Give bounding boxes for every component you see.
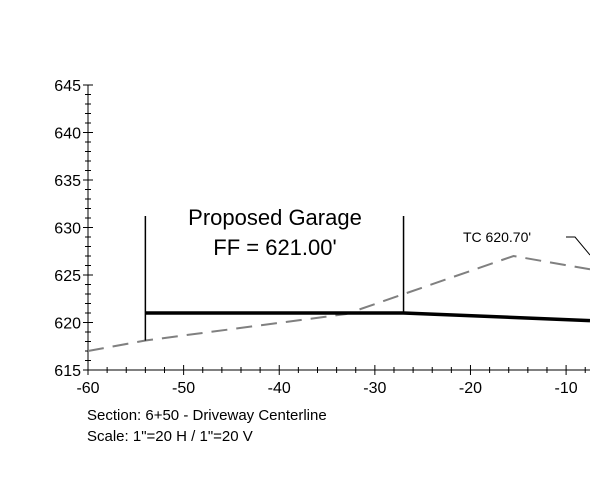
y-tick-label: 635 (54, 173, 81, 190)
tc-callout-leader (566, 236, 590, 256)
x-tick-label: -30 (363, 380, 386, 397)
garage-outline (144, 216, 405, 341)
x-tick-label: -10 (555, 380, 578, 397)
section-caption: Section: 6+50 - Driveway Centerline (87, 407, 327, 424)
scale-caption: Scale: 1"=20 H / 1"=20 V (87, 428, 253, 445)
x-tick-label: -60 (76, 380, 99, 397)
tc-callout-label: TC 620.70' (463, 229, 531, 245)
garage-label-line2: FF = 621.00' (213, 235, 336, 260)
y-tick-label: 640 (54, 126, 81, 143)
x-tick-label: -50 (172, 380, 195, 397)
existing-grade-line (87, 254, 590, 352)
proposed-grade-line (145, 311, 590, 323)
y-tick-label: 625 (54, 268, 81, 285)
y-tick-label: 620 (54, 316, 81, 333)
y-tick-label: 630 (54, 221, 81, 238)
series (87, 254, 590, 352)
x-tick-label: -40 (268, 380, 291, 397)
y-tick-label: 645 (54, 78, 81, 95)
garage-label-line1: Proposed Garage (188, 205, 362, 230)
y-tick-label: 615 (54, 363, 81, 380)
x-tick-label: -20 (459, 380, 482, 397)
ticks: 645 640 635 630 625 620 615-60 -50 -40 -30 -20 -10 (54, 78, 586, 397)
